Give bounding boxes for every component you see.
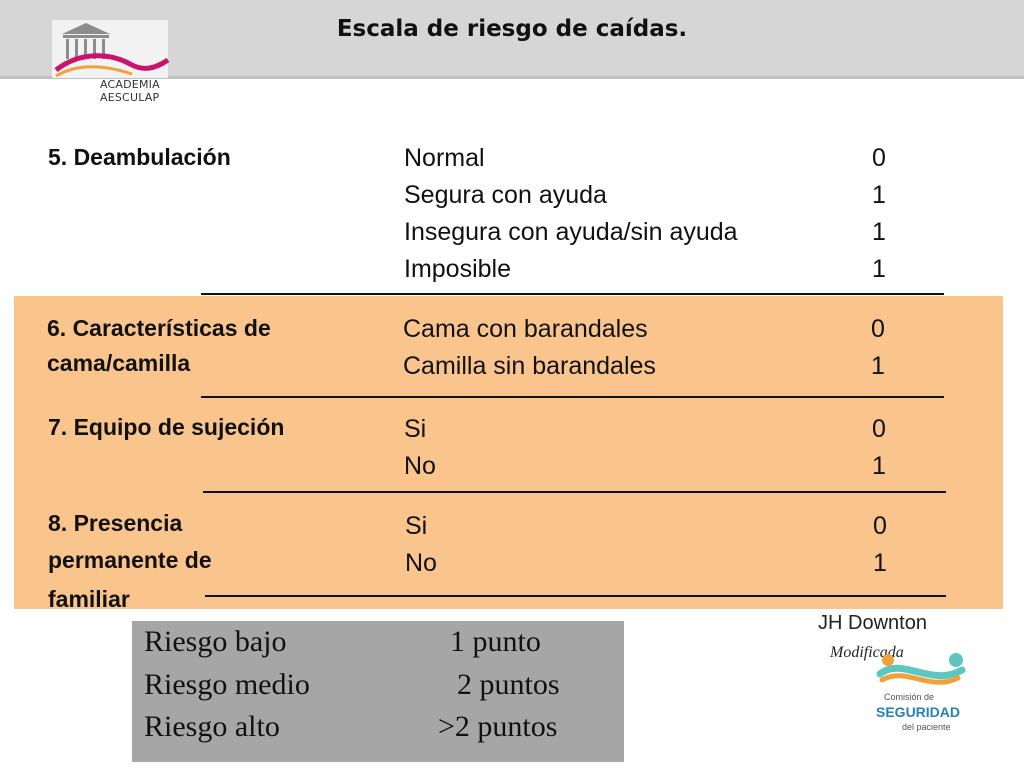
option-text: Si xyxy=(405,512,428,540)
score-value: 1 xyxy=(872,452,886,480)
risk-level-low: Riesgo bajo xyxy=(144,625,287,658)
divider-line xyxy=(201,293,944,295)
option-text: No xyxy=(405,549,437,577)
score-value: 0 xyxy=(872,415,886,443)
slide-title: Escala de riesgo de caídas. xyxy=(336,16,688,42)
author-credit: JH Downton xyxy=(818,612,927,634)
logo-text-line1: ACADEMIA xyxy=(100,78,160,91)
option-text: Si xyxy=(404,415,427,443)
score-value: 1 xyxy=(872,181,886,209)
temple-icon xyxy=(54,23,170,78)
section-label-equipo-sujecion: 7. Equipo de sujeción xyxy=(48,414,285,440)
score-value: 1 xyxy=(871,352,885,380)
score-value: 0 xyxy=(873,512,887,540)
section-label-presencia-familiar: familiar xyxy=(48,586,130,612)
section-label-caracteristicas: 6. Características de xyxy=(47,315,271,341)
option-text: No xyxy=(404,452,436,480)
section-label-caracteristicas: cama/camilla xyxy=(47,350,191,376)
risk-points-low: 1 punto xyxy=(450,625,541,658)
option-text: Camilla sin barandales xyxy=(403,352,656,380)
comision-seguridad-logo: Comisión de SEGURIDAD del paciente xyxy=(872,648,972,748)
section-label-presencia-familiar: permanente de xyxy=(48,547,212,573)
highlight-band xyxy=(14,296,1003,609)
score-value: 0 xyxy=(872,144,886,172)
risk-level-high: Riesgo alto xyxy=(144,710,280,743)
risk-points-high: >2 puntos xyxy=(438,710,558,743)
divider-line xyxy=(205,595,946,597)
risk-points-medium: 2 puntos xyxy=(457,668,560,701)
divider-line xyxy=(201,396,944,398)
slide-header: Escala de riesgo de caídas. xyxy=(0,0,1024,79)
risk-summary-box: Riesgo bajo 1 punto Riesgo medio 2 punto… xyxy=(132,621,624,762)
option-text: Cama con barandales xyxy=(403,315,648,343)
risk-level-medium: Riesgo medio xyxy=(144,668,310,701)
score-value: 1 xyxy=(872,218,886,246)
option-text: Imposible xyxy=(404,255,511,283)
commission-line3: del paciente xyxy=(902,722,951,732)
option-text: Insegura con ayuda/sin ayuda xyxy=(404,218,738,246)
section-label-presencia-familiar: 8. Presencia xyxy=(48,510,183,536)
section-label-deambulacion: 5. Deambulación xyxy=(48,144,231,170)
option-text: Normal xyxy=(404,144,485,172)
option-text: Segura con ayuda xyxy=(404,181,607,209)
score-value: 0 xyxy=(871,315,885,343)
commission-line2: SEGURIDAD xyxy=(876,704,961,720)
divider-line xyxy=(203,491,946,493)
commission-line1: Comisión de xyxy=(884,692,935,702)
score-value: 1 xyxy=(873,549,887,577)
academia-aesculap-logo: ACADEMIA AESCULAP xyxy=(52,20,170,108)
logo-text-line2: AESCULAP xyxy=(100,91,160,104)
score-value: 1 xyxy=(872,255,886,283)
patient-safety-icon xyxy=(876,653,966,685)
